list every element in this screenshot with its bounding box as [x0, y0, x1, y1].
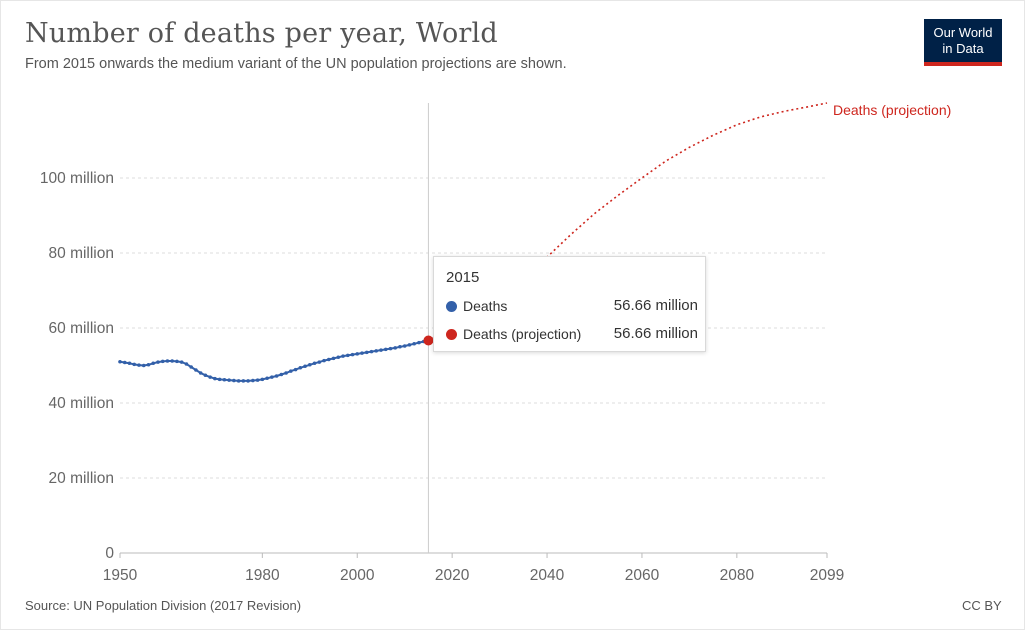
deaths-data-point	[122, 360, 127, 365]
tooltip-year: 2015	[446, 269, 480, 286]
deaths-data-point	[198, 371, 203, 375]
deaths-data-point	[326, 357, 331, 362]
deaths-data-point	[189, 365, 193, 369]
x-tick-label: 2040	[530, 567, 565, 584]
deaths-data-point	[398, 344, 402, 349]
chart-subtitle: From 2015 onwards the medium variant of …	[25, 56, 567, 72]
chart-title: Number of deaths per year, World	[25, 18, 498, 49]
deaths-data-point	[412, 341, 416, 346]
deaths-data-point	[417, 340, 421, 345]
deaths-data-point	[132, 362, 137, 367]
x-tick-label: 2000	[340, 567, 375, 584]
deaths-data-point	[137, 363, 141, 367]
deaths-data-point	[232, 378, 236, 383]
y-tick-label: 100 million	[40, 170, 114, 187]
x-tick-label: 2080	[720, 567, 755, 584]
deaths-data-point	[241, 379, 246, 383]
deaths-data-point	[360, 351, 364, 355]
deaths-data-point	[141, 363, 146, 368]
y-tick-label: 40 million	[49, 395, 114, 412]
deaths-data-point	[156, 360, 160, 364]
y-tick-label: 0	[105, 545, 114, 562]
deaths-data-point	[203, 373, 208, 378]
tooltip-label: Deaths	[463, 298, 508, 314]
tooltip-label: Deaths (projection)	[463, 326, 582, 342]
x-tick-label: 2020	[435, 567, 470, 584]
deaths-data-point	[379, 348, 383, 352]
deaths-data-point	[289, 369, 293, 373]
deaths-data-point	[312, 361, 317, 366]
x-tick-label: 1950	[103, 567, 138, 584]
x-tick-label: 2099	[810, 567, 844, 584]
deaths-data-point	[227, 378, 231, 382]
deaths-data-point	[208, 375, 212, 379]
projection-legend-dot	[446, 329, 457, 340]
deaths-data-point	[298, 365, 303, 370]
deaths-data-point	[369, 349, 374, 354]
tooltip-value: 56.66 million	[613, 325, 698, 342]
deaths-data-point	[388, 346, 393, 351]
deaths-data-point	[407, 343, 412, 347]
deaths-data-point	[322, 358, 326, 363]
deaths-data-point	[265, 376, 269, 381]
deaths-data-point	[217, 377, 222, 382]
x-tick-label: 2060	[625, 567, 660, 584]
deaths-data-point	[274, 374, 279, 378]
deaths-data-point	[355, 352, 360, 356]
deaths-data-point	[260, 377, 265, 382]
deaths-data-point	[402, 344, 407, 348]
deaths-data-point	[255, 378, 260, 382]
projection-series-label: Deaths (projection)	[833, 102, 951, 118]
deaths-data-point	[331, 356, 336, 361]
deaths-legend-dot	[446, 301, 457, 312]
tooltip: 2015 Deaths 56.66 million Deaths (projec…	[433, 256, 706, 352]
tooltip-row-projection: Deaths (projection) 56.66 million	[446, 325, 698, 345]
owid-logo[interactable]: Our World in Data	[924, 19, 1002, 66]
deaths-data-point	[345, 353, 350, 358]
deaths-data-point	[293, 367, 298, 372]
deaths-data-point	[393, 346, 398, 350]
deaths-data-point	[336, 355, 341, 360]
deaths-data-point	[284, 371, 288, 375]
deaths-data-point	[246, 379, 250, 383]
y-tick-label: 80 million	[49, 245, 114, 262]
deaths-data-point	[374, 349, 379, 353]
deaths-data-point	[146, 362, 151, 367]
deaths-data-point	[341, 354, 345, 358]
y-tick-label: 60 million	[49, 320, 114, 337]
tooltip-value: 56.66 million	[613, 297, 698, 314]
deaths-data-point	[279, 372, 284, 377]
logo-line-1: Our World	[933, 25, 993, 40]
deaths-data-point	[307, 362, 312, 367]
deaths-data-point	[127, 361, 132, 366]
deaths-data-point	[350, 352, 355, 357]
deaths-data-point	[179, 360, 184, 364]
deaths-data-point	[184, 362, 189, 366]
deaths-data-point	[364, 350, 369, 355]
deaths-data-point	[118, 359, 122, 364]
tooltip-row-deaths: Deaths 56.66 million	[446, 297, 698, 317]
deaths-data-point	[222, 377, 227, 382]
deaths-data-point	[170, 359, 174, 363]
deaths-data-point	[160, 359, 165, 364]
y-tick-label: 20 million	[49, 470, 114, 487]
logo-line-2: in Data	[942, 41, 984, 56]
deaths-data-point	[213, 376, 217, 381]
deaths-data-point	[270, 375, 274, 379]
deaths-data-point	[151, 361, 156, 366]
x-tick-label: 1980	[245, 567, 280, 584]
highlight-point	[423, 335, 434, 346]
deaths-data-point	[317, 360, 322, 364]
deaths-data-point	[236, 379, 241, 383]
source-link[interactable]: Source: UN Population Division (2017 Rev…	[25, 598, 302, 613]
deaths-data-point	[194, 368, 198, 372]
deaths-data-point	[251, 378, 255, 383]
deaths-data-point	[165, 359, 170, 363]
deaths-data-point	[303, 364, 307, 369]
deaths-data-point	[175, 359, 179, 364]
deaths-data-point	[383, 347, 388, 352]
license-link[interactable]: CC BY	[962, 598, 1002, 613]
